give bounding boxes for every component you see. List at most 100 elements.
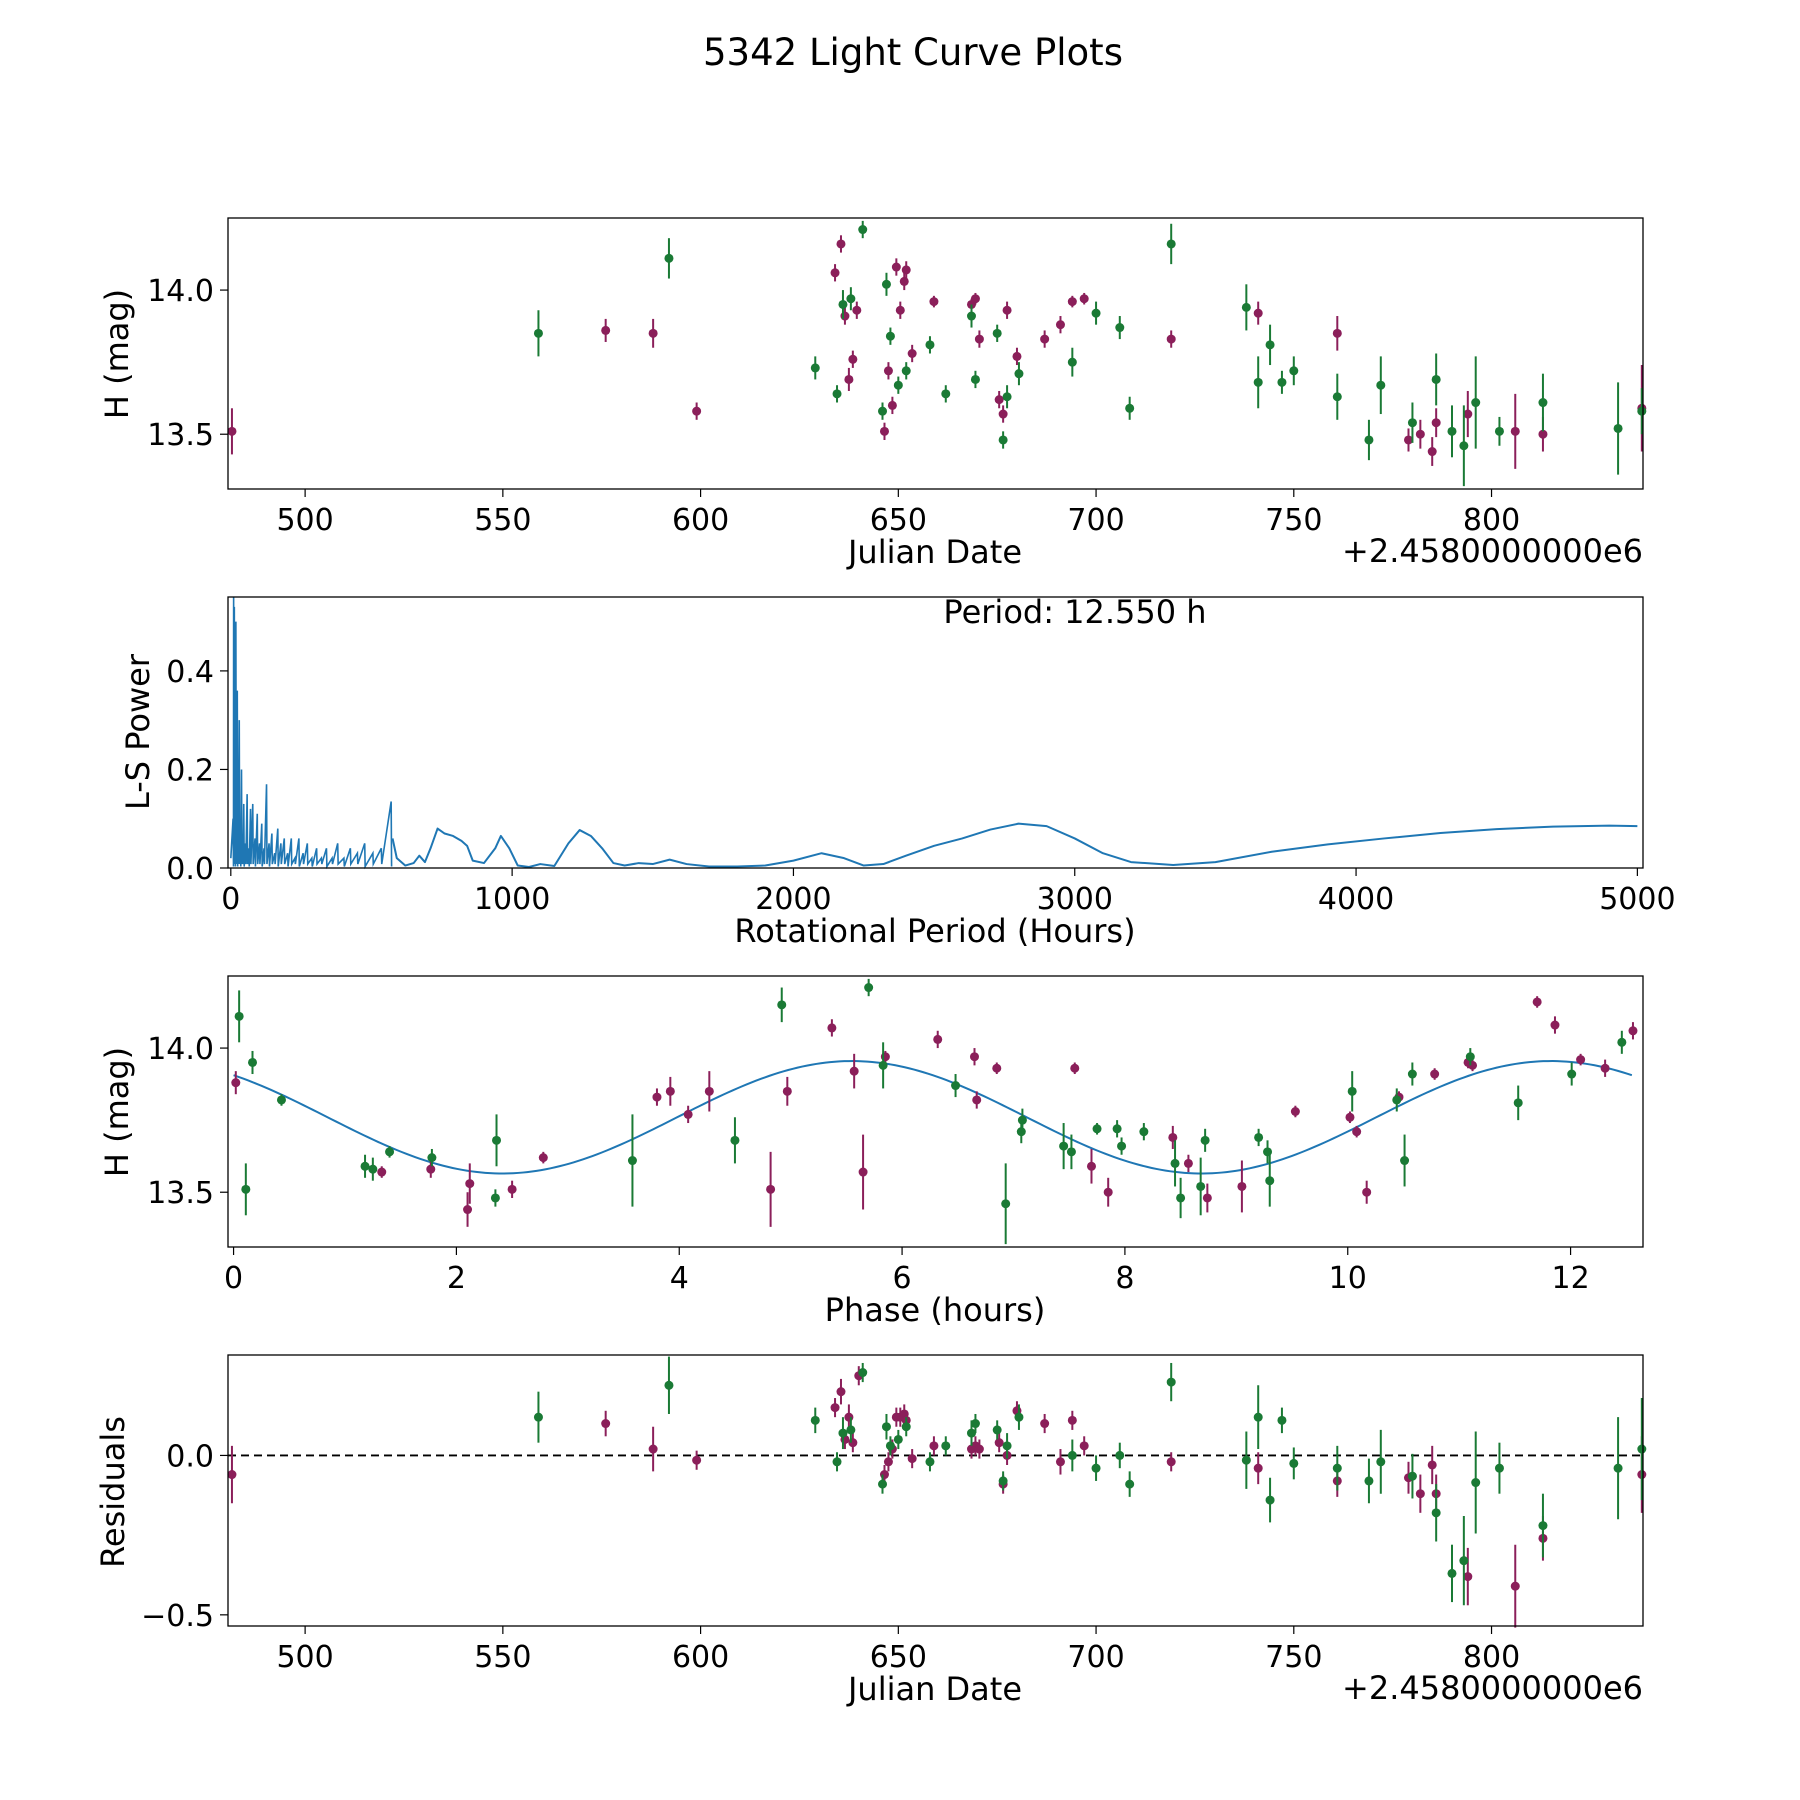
data-point (974, 1444, 984, 1454)
data-point (929, 297, 939, 307)
data-point (1091, 308, 1101, 318)
data-point (848, 1438, 858, 1448)
period-annotation: Period: 12.550 h (943, 593, 1206, 631)
data-point (1289, 366, 1299, 376)
data-point (878, 1060, 888, 1070)
data-point (1112, 1124, 1122, 1134)
data-point (951, 1081, 961, 1091)
data-point (782, 1086, 792, 1096)
x-tick-label: 12 (1551, 1261, 1589, 1296)
data-point (648, 1444, 658, 1454)
data-point (1002, 392, 1012, 402)
data-point (1166, 334, 1176, 344)
data-point (704, 1086, 714, 1096)
x-tick-label: 650 (870, 1640, 927, 1675)
data-point (664, 253, 674, 263)
x-tick-label: 600 (672, 1640, 729, 1675)
data-point (1079, 1441, 1089, 1451)
data-point (683, 1109, 693, 1119)
data-point (1253, 1412, 1263, 1422)
x-tick-label: 700 (1067, 503, 1124, 538)
data-point (1277, 377, 1287, 387)
data-point (1376, 380, 1386, 390)
data-point (1431, 374, 1441, 384)
data-point (1550, 1020, 1560, 1030)
x-axis-label: Rotational Period (Hours) (734, 912, 1135, 950)
data-point (901, 1422, 911, 1432)
data-point (1364, 1476, 1374, 1486)
data-point (881, 279, 891, 289)
data-point (234, 1011, 244, 1021)
data-point (1166, 239, 1176, 249)
data-point (994, 395, 1004, 405)
x-tick-label: 4 (670, 1261, 689, 1296)
x-tick-label: 750 (1265, 1640, 1322, 1675)
data-point (227, 1470, 237, 1480)
x-tick-label: 4000 (1318, 882, 1394, 917)
data-point (885, 1441, 895, 1451)
data-point (846, 1425, 856, 1435)
data-point (1241, 1455, 1251, 1465)
y-tick-label: 0.4 (166, 655, 214, 690)
y-tick-label: 13.5 (147, 1176, 214, 1211)
data-point (966, 1428, 976, 1438)
data-point (1067, 1415, 1077, 1425)
data-point (878, 406, 888, 416)
residuals-panel: 500 550 600 650 700 750 800 −0.5 0.0 Julian Date… (94, 1354, 1647, 1708)
data-point (901, 265, 911, 275)
data-point (992, 328, 1002, 338)
data-point (1202, 1193, 1212, 1203)
data-point (1115, 1450, 1125, 1460)
periodogram-panel: 0 1000 2000 3000 4000 5000 0.0 0.2 0.4 Period: 1… (119, 593, 1676, 950)
data-point (1376, 1457, 1386, 1467)
axis-ticks: 0 2 4 6 8 10 12 13.5 14.0 (147, 1032, 1589, 1296)
data-point (360, 1161, 370, 1171)
offset-text: +2.4580000000e6 (1342, 1669, 1643, 1707)
data-point (1290, 1107, 1300, 1116)
data-point (1237, 1181, 1247, 1191)
data-point (492, 1135, 502, 1145)
data-point (1002, 1441, 1012, 1451)
figure-title: 5342 Light Curve Plots (703, 31, 1123, 74)
data-point (994, 1438, 1004, 1448)
data-point (933, 1034, 943, 1044)
data-point (832, 389, 842, 399)
data-point (1183, 1158, 1193, 1168)
data-point (1510, 1581, 1520, 1591)
data-point (883, 366, 893, 376)
x-axis-label: Julian Date (846, 533, 1022, 571)
periodogram-peaks (230, 596, 393, 870)
data-point (998, 1476, 1008, 1486)
data-point (1014, 1412, 1024, 1422)
data-point (692, 406, 702, 416)
data-point (1532, 997, 1542, 1007)
data-point (1407, 418, 1417, 428)
data-point (881, 1422, 891, 1432)
data-point (925, 1457, 935, 1467)
axis-ticks: 500 550 600 650 700 750 800 −0.5 0.0 (141, 1439, 1520, 1675)
x-tick-label: 8 (1115, 1261, 1134, 1296)
light-curve-points (227, 220, 1647, 487)
x-tick-label: 650 (870, 503, 927, 538)
x-axis-label: Julian Date (846, 1670, 1022, 1708)
data-point (891, 262, 901, 272)
data-point (1125, 403, 1135, 413)
data-point (533, 1412, 543, 1422)
data-point (1471, 1478, 1481, 1488)
x-tick-label: 500 (276, 1640, 333, 1675)
y-axis-label: H (mag) (98, 289, 136, 419)
residual-points (227, 1356, 1647, 1628)
data-point (1200, 1135, 1210, 1145)
data-point (1263, 1147, 1273, 1157)
data-point (1017, 1115, 1027, 1125)
data-point (427, 1153, 437, 1163)
data-point (1494, 1463, 1504, 1473)
data-point (992, 1063, 1002, 1073)
y-axis-label: Residuals (94, 1416, 132, 1568)
axis-ticks: 500 550 600 650 700 750 800 13.5 14.0 (147, 274, 1520, 538)
data-point (1403, 435, 1413, 445)
data-point (1103, 1187, 1113, 1197)
data-point (1347, 1086, 1357, 1096)
model-curve (233, 1060, 1633, 1175)
data-point (538, 1153, 548, 1163)
